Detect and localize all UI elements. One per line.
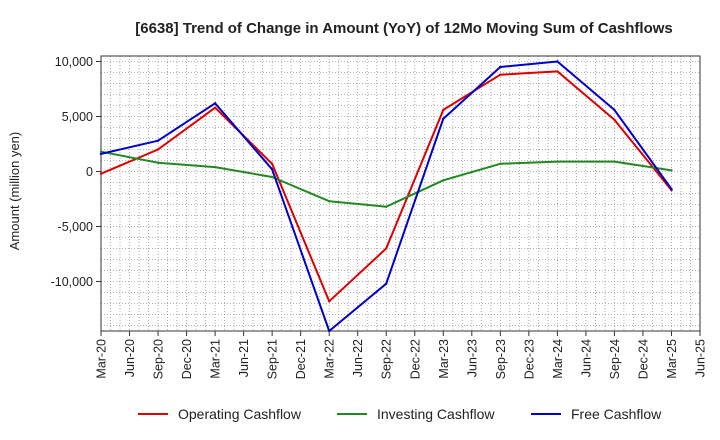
x-tick-label: Dec-23 (522, 339, 536, 379)
legend: Operating Cashflow Investing Cashflow Free… (138, 406, 662, 422)
y-tick-label: -5,000 (58, 220, 93, 234)
x-tick-label: Mar-23 (437, 339, 451, 379)
x-tick-label: Mar-21 (209, 339, 223, 379)
y-axis-ticks: 10,000 5,000 0 -5,000 -10,000 (51, 55, 101, 289)
free-cashflow-point (328, 329, 331, 333)
free-cashflow-point (99, 152, 103, 156)
free-cashflow-point (385, 282, 388, 285)
operating-cashflow-point (328, 300, 331, 303)
x-tick-label: Dec-24 (636, 339, 650, 379)
x-tick-label: Jun-20 (123, 339, 137, 377)
series-lines (99, 60, 673, 333)
x-tick-label: Sep-21 (266, 339, 280, 379)
free-cashflow-point (442, 117, 445, 120)
operating-cashflow-point (556, 70, 559, 73)
x-tick-label: Jun-24 (579, 339, 593, 377)
free-cashflow-point (613, 108, 616, 112)
x-tick-label: Jun-21 (237, 339, 251, 377)
investing-cashflow-point (613, 160, 616, 163)
free-cashflow-point (156, 139, 160, 142)
x-tick-label: Dec-21 (294, 339, 308, 379)
x-tick-label: Mar-22 (323, 339, 337, 379)
investing-cashflow-point (670, 169, 673, 172)
operating-cashflow-point (156, 148, 160, 151)
investing-cashflow-point (213, 165, 217, 169)
investing-cashflow-point (385, 205, 388, 208)
y-tick-label: 10,000 (55, 55, 93, 69)
x-tick-label: Sep-22 (380, 339, 394, 379)
y-tick-label: 0 (86, 165, 93, 179)
operating-cashflow-point (499, 73, 502, 76)
investing-cashflow-point (156, 161, 160, 164)
investing-cashflow-point (99, 150, 103, 153)
y-tick-label: 5,000 (62, 110, 93, 124)
operating-cashflow-point (385, 247, 388, 250)
x-tick-label: Mar-25 (665, 339, 679, 379)
operating-cashflow-point (613, 118, 616, 122)
operating-cashflow-point (99, 172, 103, 175)
free-cashflow-point (270, 168, 274, 171)
legend-label-free-cashflow: Free Cashflow (571, 406, 662, 422)
x-tick-label: Sep-23 (494, 339, 508, 379)
free-cashflow-point (670, 187, 673, 191)
x-tick-label: Jun-25 (694, 339, 708, 377)
y-tick-label: -10,000 (51, 275, 93, 289)
investing-cashflow-point (270, 175, 274, 179)
x-tick-label: Jun-23 (465, 339, 479, 377)
operating-cashflow-point (442, 108, 445, 112)
legend-label-investing-cashflow: Investing Cashflow (377, 406, 495, 422)
y-axis-label: Amount (million yen) (7, 132, 22, 251)
investing-cashflow-point (442, 179, 445, 182)
x-tick-label: Dec-20 (180, 339, 194, 379)
free-cashflow-point (556, 60, 559, 63)
x-tick-label: Mar-24 (551, 339, 565, 379)
chart-title: [6638] Trend of Change in Amount (YoY) o… (135, 20, 673, 37)
plot-frame (100, 55, 701, 332)
x-tick-label: Jun-22 (351, 339, 365, 377)
investing-cashflow-point (556, 160, 559, 163)
investing-cashflow-point (499, 162, 502, 165)
x-axis-ticks: Mar-20 Jun-20 Sep-20 Dec-20 Mar-21 Jun-21 Sep-… (95, 331, 708, 379)
x-tick-label: Sep-24 (608, 339, 622, 379)
x-tick-label: Dec-22 (408, 339, 422, 379)
grid (100, 56, 701, 331)
investing-cashflow-point (328, 200, 331, 203)
x-tick-label: Sep-20 (152, 339, 166, 379)
free-cashflow-point (213, 102, 217, 105)
operating-cashflow-point (270, 162, 274, 165)
x-tick-label: Mar-20 (95, 339, 109, 379)
free-cashflow-point (499, 65, 502, 69)
legend-label-operating-cashflow: Operating Cashflow (178, 406, 302, 422)
operating-cashflow-point (213, 106, 217, 109)
